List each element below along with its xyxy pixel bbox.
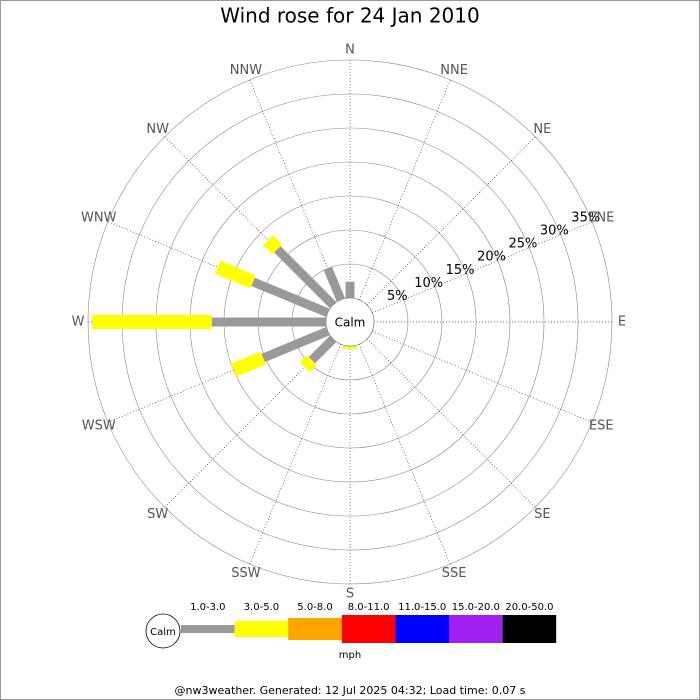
direction-label: W	[72, 315, 85, 330]
legend-swatch	[341, 615, 396, 643]
bar-segment	[274, 246, 337, 309]
legend-label: 20.0-50.0	[505, 602, 553, 613]
legend-label: 15.0-20.0	[452, 602, 500, 613]
bar-segment	[263, 235, 283, 255]
legend-label: 8.0-11.0	[348, 602, 390, 613]
legend-label: 3.0-5.0	[244, 602, 279, 613]
calm-label: Calm	[335, 316, 366, 330]
r-tick-label: 10%	[414, 276, 443, 291]
legend-label: 11.0-15.0	[398, 602, 446, 613]
bar-segment	[251, 277, 330, 317]
direction-label: S	[346, 587, 354, 602]
chart-title: Wind rose for 24 Jan 2010	[220, 4, 479, 28]
r-tick-label: 5%	[387, 289, 408, 304]
spoke	[372, 330, 593, 423]
bar-segment	[261, 327, 330, 363]
legend-swatch	[395, 615, 449, 643]
spoke	[366, 338, 536, 508]
direction-label: ENE	[588, 210, 614, 225]
legend-label: 5.0-8.0	[297, 602, 332, 613]
r-tick-label: 35%	[571, 211, 600, 226]
direction-label: NNE	[440, 63, 468, 78]
legend-calm-label: Calm	[150, 627, 176, 638]
calm-circle	[325, 297, 375, 347]
direction-label: SE	[534, 507, 550, 522]
legend-label: 1.0-3.0	[190, 602, 225, 613]
footer: @nw3weather. Generated: 12 Jul 2025 04:3…	[175, 684, 526, 697]
direction-label: N	[345, 43, 355, 58]
direction-label: WSW	[82, 419, 116, 434]
direction-label: SSE	[442, 566, 467, 581]
r-tick-label: 20%	[477, 250, 506, 265]
legend-swatch	[502, 615, 557, 643]
bar-segment	[299, 355, 317, 373]
direction-label: SSW	[231, 566, 261, 581]
spoke	[358, 344, 451, 565]
bar-segment	[230, 351, 266, 377]
bar-segment	[308, 335, 337, 364]
legend-swatch	[181, 625, 235, 633]
bar-segment	[215, 260, 256, 289]
bar-segment	[323, 266, 345, 302]
direction-label: WNW	[81, 210, 117, 225]
direction-label: ESE	[589, 419, 614, 434]
unit-label: mph	[339, 650, 361, 661]
legend-swatch	[234, 621, 289, 637]
spoke	[249, 79, 342, 300]
r-tick-label: 25%	[508, 237, 537, 252]
r-tick-label: 30%	[540, 224, 569, 239]
spoke	[358, 79, 451, 300]
legend-calm	[145, 613, 181, 649]
direction-label: NW	[146, 122, 169, 137]
legend-swatch	[288, 618, 342, 640]
spoke	[249, 344, 342, 565]
direction-label: NE	[533, 122, 551, 137]
direction-label: NNW	[230, 63, 262, 78]
legend-swatch	[449, 615, 503, 643]
r-tick-label: 15%	[446, 263, 475, 278]
direction-label: E	[618, 315, 626, 330]
direction-label: SW	[147, 507, 168, 522]
spoke	[372, 221, 593, 314]
spoke	[366, 136, 536, 306]
